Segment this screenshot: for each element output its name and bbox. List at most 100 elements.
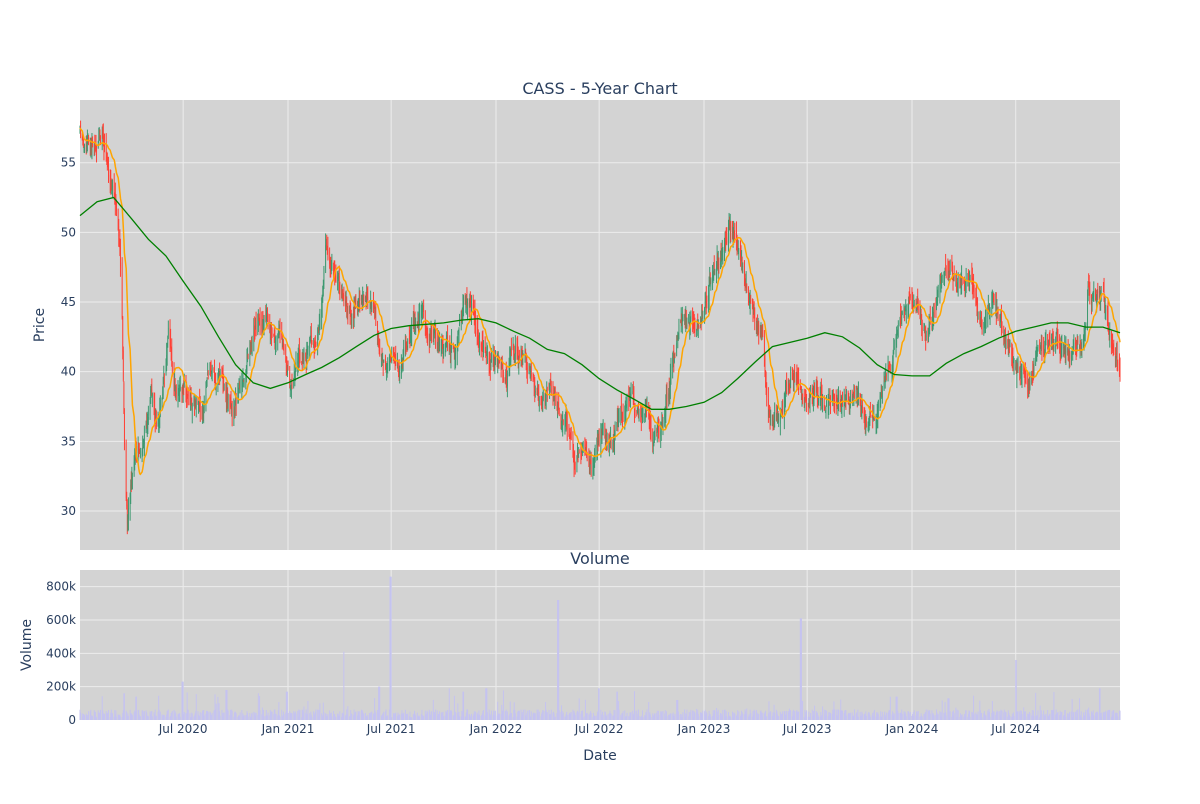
candle-body bbox=[448, 344, 450, 347]
candle-body bbox=[762, 330, 764, 335]
candle-body bbox=[1109, 332, 1111, 338]
candle-body bbox=[802, 394, 803, 398]
volume-bar bbox=[266, 715, 268, 720]
candle-body bbox=[1095, 288, 1096, 299]
volume-bar bbox=[873, 709, 875, 720]
volume-bar bbox=[433, 712, 435, 720]
candle-body bbox=[119, 238, 120, 240]
candle-body bbox=[618, 419, 619, 422]
volume-bar bbox=[534, 713, 536, 720]
candle-body bbox=[892, 352, 894, 364]
volume-bar bbox=[1059, 715, 1061, 720]
candle-body bbox=[886, 375, 887, 377]
candle-body bbox=[398, 366, 400, 373]
candle-body bbox=[992, 300, 993, 304]
candle-body bbox=[740, 257, 742, 261]
volume-bar bbox=[542, 710, 544, 720]
volume-bar bbox=[509, 701, 511, 720]
volume-bar bbox=[787, 711, 789, 720]
candle-body bbox=[725, 238, 726, 242]
volume-bar bbox=[1024, 711, 1026, 720]
candle-body bbox=[419, 312, 420, 316]
volume-bar bbox=[951, 716, 953, 720]
volume-bar bbox=[828, 712, 830, 720]
candle-body bbox=[658, 426, 660, 434]
candle-body bbox=[857, 392, 859, 400]
volume-bar bbox=[628, 717, 630, 720]
volume-bar bbox=[564, 716, 566, 720]
candle-body bbox=[150, 390, 152, 392]
volume-bar bbox=[498, 714, 500, 720]
candle-body bbox=[1083, 336, 1084, 349]
volume-bar bbox=[767, 713, 769, 720]
candle-body bbox=[1063, 347, 1064, 349]
volume-bar bbox=[818, 716, 820, 720]
volume-bar bbox=[541, 712, 543, 720]
volume-bar bbox=[937, 714, 939, 720]
candle-body bbox=[932, 313, 934, 318]
volume-bar bbox=[761, 716, 763, 720]
volume-bar bbox=[1047, 715, 1049, 720]
volume-bar bbox=[501, 710, 503, 720]
candle-body bbox=[700, 319, 702, 321]
volume-bar bbox=[1110, 716, 1112, 720]
volume-bar bbox=[706, 713, 708, 720]
volume-bar bbox=[338, 715, 340, 720]
candle-body bbox=[115, 192, 116, 204]
candle-body bbox=[644, 406, 646, 417]
volume-bar bbox=[1011, 716, 1013, 720]
volume-bar bbox=[895, 696, 897, 720]
candle-body bbox=[896, 332, 897, 341]
volume-bar bbox=[739, 716, 741, 720]
volume-bar bbox=[449, 712, 451, 720]
candle-body bbox=[866, 423, 867, 427]
candle-body bbox=[377, 335, 379, 338]
volume-bar bbox=[417, 716, 419, 720]
volume-bar bbox=[285, 691, 287, 720]
candle-body bbox=[122, 350, 124, 380]
volume-bar bbox=[568, 714, 570, 720]
volume-bar bbox=[845, 715, 847, 720]
candle-body bbox=[717, 261, 719, 267]
candle-body bbox=[865, 425, 867, 427]
candle-body bbox=[258, 317, 260, 320]
candle-body bbox=[558, 408, 560, 414]
candle-body bbox=[313, 344, 314, 347]
candle-body bbox=[294, 373, 296, 375]
candle-body bbox=[122, 317, 124, 352]
candle-body bbox=[406, 346, 408, 351]
candle-body bbox=[338, 276, 340, 287]
volume-bar bbox=[512, 717, 514, 720]
candle-body bbox=[456, 345, 458, 354]
volume-bar bbox=[118, 715, 120, 720]
volume-bar bbox=[841, 710, 843, 720]
candle-body bbox=[1033, 368, 1034, 370]
volume-bar bbox=[839, 710, 841, 720]
candle-body bbox=[879, 395, 881, 400]
volume-bar bbox=[749, 716, 751, 720]
candle-body bbox=[738, 248, 740, 250]
volume-bar bbox=[502, 710, 504, 720]
volume-bar bbox=[989, 716, 991, 720]
volume-bar bbox=[306, 713, 308, 720]
candle-body bbox=[242, 383, 243, 385]
candle-body bbox=[582, 443, 584, 448]
volume-bar bbox=[977, 711, 979, 720]
volume-bar bbox=[1068, 712, 1070, 720]
volume-bar bbox=[388, 709, 390, 720]
candle-body bbox=[142, 445, 144, 447]
candle-body bbox=[690, 317, 691, 325]
candle-body bbox=[653, 443, 655, 445]
candle-body bbox=[541, 401, 543, 409]
volume-bar bbox=[826, 710, 828, 720]
volume-bar bbox=[1112, 710, 1114, 720]
candle-body bbox=[209, 368, 211, 371]
candle-body bbox=[1073, 342, 1075, 348]
candle-body bbox=[629, 395, 631, 396]
volume-bar bbox=[242, 713, 244, 720]
candle-body bbox=[1097, 291, 1099, 294]
volume-bar bbox=[428, 709, 430, 720]
volume-bar bbox=[231, 710, 233, 720]
candle-body bbox=[181, 388, 183, 391]
volume-bar bbox=[243, 715, 245, 720]
